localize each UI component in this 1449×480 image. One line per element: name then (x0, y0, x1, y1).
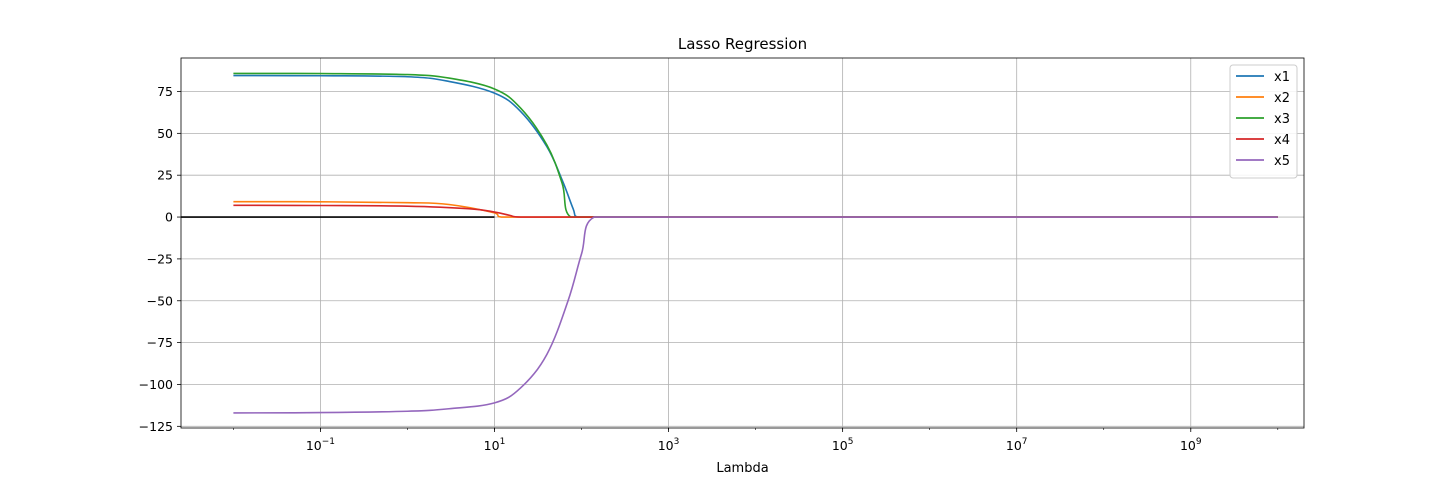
grid (181, 58, 1304, 428)
legend-label-x4: x4 (1274, 133, 1290, 148)
plot-frame (180, 57, 1305, 429)
x-tick-label: 101 (484, 437, 506, 453)
x-tick-label: 107 (1006, 437, 1028, 453)
legend: x1 x2 x3 x4 x5 (1229, 64, 1298, 179)
legend-label-x5: x5 (1274, 154, 1290, 169)
y-tick-label: −50 (147, 293, 173, 308)
x-tick-label: 105 (832, 437, 854, 453)
x-tick-label: 109 (1180, 437, 1202, 453)
series-line-x5 (233, 216, 1278, 414)
y-tick-label: 50 (157, 126, 173, 141)
x-tick-label: 10−1 (306, 437, 335, 453)
legend-label-x3: x3 (1274, 112, 1290, 127)
legend-label-x1: x1 (1274, 70, 1290, 85)
y-tick-label: 75 (157, 84, 173, 99)
series-line-x2 (233, 200, 1278, 218)
y-tick-label: 0 (165, 210, 173, 225)
y-tick-label: −75 (147, 335, 173, 350)
chart-title: Lasso Regression (678, 35, 807, 53)
series-line-x1 (233, 74, 1278, 218)
y-axis: 75 50 25 0 −25 −50 −75 −100 −125 (139, 84, 181, 434)
y-tick-label: 25 (157, 168, 173, 183)
y-tick-label: −100 (139, 377, 173, 392)
x-axis-label: Lambda (716, 461, 768, 476)
y-tick-label: −25 (147, 251, 173, 266)
legend-box (1229, 64, 1298, 179)
series-layer (233, 72, 1278, 414)
legend-label-x2: x2 (1274, 91, 1290, 106)
x-tick-label: 103 (658, 437, 680, 453)
y-tick-label: −125 (139, 419, 173, 434)
series-line-x3 (233, 72, 1278, 218)
x-axis: 10−1 101 103 105 107 109 (233, 428, 1279, 453)
series-line-x4 (233, 204, 1278, 218)
